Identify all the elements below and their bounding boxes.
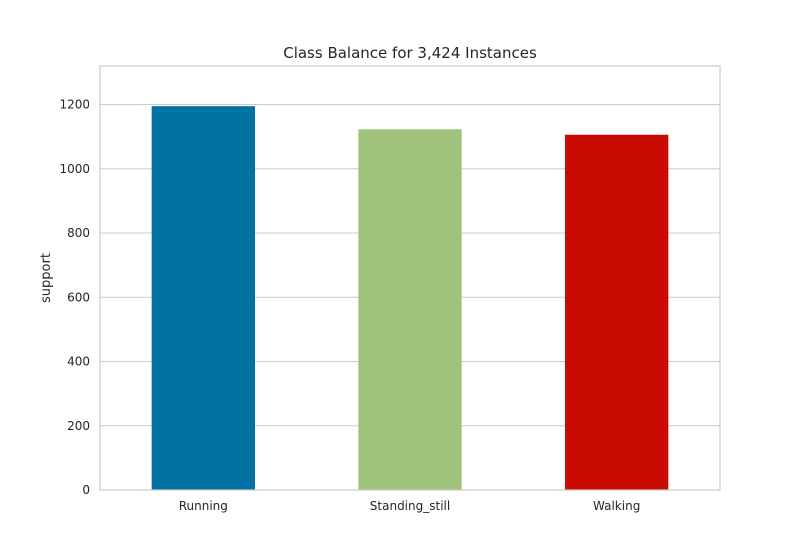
y-tick-label: 600 bbox=[67, 290, 90, 304]
y-axis-label: support bbox=[39, 253, 54, 303]
y-tick-label: 1200 bbox=[59, 98, 90, 112]
bars bbox=[151, 106, 669, 491]
x-tick-label: Running bbox=[179, 499, 228, 513]
chart-title: Class Balance for 3,424 Instances bbox=[283, 44, 537, 62]
y-tick-label: 800 bbox=[67, 226, 90, 240]
x-tick-labels: Running Standing_still Walking bbox=[179, 499, 641, 513]
bar-running bbox=[151, 106, 255, 490]
y-tick-label: 1000 bbox=[59, 162, 90, 176]
plot-frame bbox=[99, 65, 721, 491]
x-tick-label: Standing_still bbox=[370, 499, 450, 513]
y-tick-label: 0 bbox=[82, 483, 90, 497]
y-tick-labels: 0 200 400 600 800 1000 1200 bbox=[59, 98, 90, 497]
bar-standing-still bbox=[358, 129, 462, 490]
y-tick-label: 200 bbox=[67, 419, 90, 433]
x-tick-label: Walking bbox=[593, 499, 640, 513]
bar-walking bbox=[565, 134, 669, 491]
y-tick-label: 400 bbox=[67, 355, 90, 369]
